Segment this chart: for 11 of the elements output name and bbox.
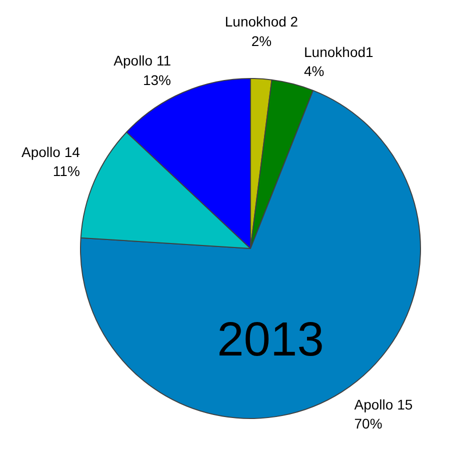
slice-label: Lunokhod1 [304, 44, 374, 60]
data-label: 4% [304, 63, 324, 79]
data-label: 13% [142, 72, 172, 88]
data-label: 2% [251, 32, 272, 49]
text: 2013 [217, 314, 324, 366]
data-label: 11% [52, 163, 80, 179]
slice-label: Apollo 15 [354, 396, 413, 412]
slice-label: Lunokhod 2 [224, 14, 298, 30]
slice-label: Apollo 11 [114, 52, 172, 69]
slice-label: Apollo 14 [22, 144, 80, 160]
data-label: 70% [354, 415, 382, 432]
